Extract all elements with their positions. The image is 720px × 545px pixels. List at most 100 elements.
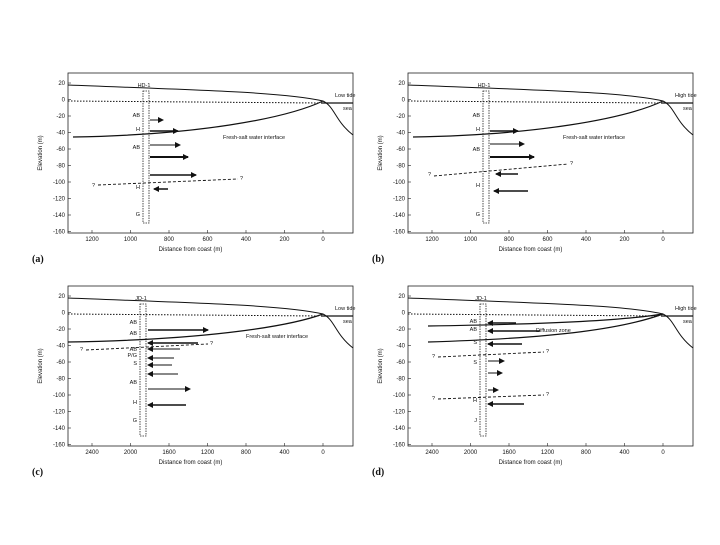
x-tick-label: 1200 bbox=[541, 450, 555, 456]
x-axis-label: Distance from coast (m) bbox=[499, 247, 563, 253]
x-tick-label: 200 bbox=[279, 237, 290, 243]
y-tick-label: -140 bbox=[53, 213, 66, 219]
question-mark: ? bbox=[432, 396, 435, 402]
sea-label: sea bbox=[683, 319, 693, 325]
y-tick-label: -40 bbox=[396, 344, 405, 350]
layer-label: G bbox=[136, 212, 140, 218]
y-tick-label: 0 bbox=[402, 311, 406, 317]
y-tick-label: -120 bbox=[393, 410, 406, 416]
water-table bbox=[407, 313, 660, 317]
y-tick-label: -40 bbox=[396, 131, 405, 137]
x-tick-label: 1200 bbox=[425, 237, 439, 243]
ground-surface bbox=[67, 84, 354, 136]
tide-label: Low tide bbox=[335, 306, 356, 312]
ground-surface bbox=[407, 84, 694, 136]
diffusion-zone-label: Diffusion zone bbox=[536, 328, 571, 334]
layer-label: AB bbox=[470, 327, 478, 333]
inferred-boundary bbox=[97, 178, 239, 186]
panel-d: 20 0 -20 -40 -60 -80 -100 -120 -140 -160 2400 2000 1… bbox=[378, 285, 697, 466]
y-tick-label: -60 bbox=[56, 147, 65, 153]
x-axis-label: Distance from coast (m) bbox=[159, 460, 223, 466]
layer-label: H bbox=[133, 400, 137, 406]
layer-label: AB bbox=[473, 147, 481, 153]
y-tick-label: -100 bbox=[393, 393, 406, 399]
question-mark: ? bbox=[240, 176, 243, 182]
y-tick-label: -100 bbox=[53, 180, 66, 186]
well-label: JD-1 bbox=[135, 296, 147, 302]
x-tick-label: 1000 bbox=[464, 237, 478, 243]
inferred-boundary bbox=[437, 394, 545, 400]
interface-curve bbox=[412, 100, 664, 138]
y-tick-label: -40 bbox=[56, 131, 65, 137]
layer-label: AB bbox=[473, 113, 481, 119]
diffusion-upper bbox=[427, 313, 664, 327]
y-tick-label: -160 bbox=[53, 230, 66, 236]
well-column bbox=[479, 303, 487, 437]
y-axis-label: Elevation (m) bbox=[378, 348, 384, 383]
x-tick-label: 2000 bbox=[464, 450, 478, 456]
x-tick-label: 0 bbox=[321, 450, 325, 456]
y-tick-label: -160 bbox=[393, 443, 406, 449]
x-tick-label: 1600 bbox=[502, 450, 516, 456]
x-axis-label: Distance from coast (m) bbox=[499, 460, 563, 466]
y-tick-label: 20 bbox=[398, 294, 405, 300]
x-tick-label: 2000 bbox=[124, 450, 138, 456]
y-tick-label: -140 bbox=[53, 426, 66, 432]
water-table bbox=[407, 100, 660, 104]
x-tick-label: 400 bbox=[581, 237, 592, 243]
layer-label: P/G bbox=[128, 353, 137, 359]
y-tick-label: 0 bbox=[62, 311, 66, 317]
layer-label: AB bbox=[133, 113, 141, 119]
x-tick-label: 1200 bbox=[201, 450, 215, 456]
y-tick-label: -20 bbox=[396, 327, 405, 333]
y-tick-label: -40 bbox=[56, 344, 65, 350]
y-tick-label: -80 bbox=[396, 377, 405, 383]
y-tick-label: -100 bbox=[53, 393, 66, 399]
water-table bbox=[67, 100, 320, 104]
y-tick-label: 20 bbox=[58, 81, 65, 87]
x-tick-label: 1600 bbox=[162, 450, 176, 456]
x-tick-label: 600 bbox=[202, 237, 213, 243]
plot-frame bbox=[67, 72, 354, 234]
ground-surface bbox=[407, 297, 694, 349]
x-tick-label: 1200 bbox=[85, 237, 99, 243]
layer-label: AB bbox=[130, 320, 138, 326]
inferred-boundary bbox=[437, 351, 545, 358]
well-column bbox=[142, 90, 150, 224]
question-mark: ? bbox=[80, 347, 83, 353]
panel-letter-d: (d) bbox=[372, 467, 384, 478]
panel-c: 20 0 -20 -40 -60 -80 -100 -120 -140 -160 2400 2000 1… bbox=[38, 285, 356, 466]
y-tick-label: -60 bbox=[396, 360, 405, 366]
ground-surface bbox=[67, 297, 354, 349]
y-tick-label: -20 bbox=[396, 114, 405, 120]
layer-label: AB bbox=[130, 347, 138, 353]
y-tick-label: -120 bbox=[53, 410, 66, 416]
y-tick-label: -20 bbox=[56, 327, 65, 333]
question-mark: ? bbox=[546, 349, 549, 355]
inferred-boundary bbox=[433, 163, 569, 177]
x-tick-label: 400 bbox=[619, 450, 630, 456]
y-tick-label: -140 bbox=[393, 426, 406, 432]
interface-curve bbox=[72, 100, 324, 138]
sea-label: sea bbox=[343, 106, 353, 112]
interface-label: Fresh-salt water interface bbox=[563, 135, 625, 141]
panel-letter-a: (a) bbox=[32, 254, 44, 265]
x-tick-label: 0 bbox=[661, 237, 665, 243]
layer-label: H bbox=[136, 127, 140, 133]
y-tick-label: 20 bbox=[398, 81, 405, 87]
plot-frame bbox=[407, 72, 694, 234]
y-tick-label: -120 bbox=[393, 197, 406, 203]
sea-label: sea bbox=[343, 319, 353, 325]
y-axis-label: Elevation (m) bbox=[38, 348, 44, 383]
x-tick-label: 800 bbox=[164, 237, 175, 243]
y-tick-label: -80 bbox=[56, 164, 65, 170]
x-tick-label: 800 bbox=[504, 237, 515, 243]
x-tick-label: 800 bbox=[581, 450, 592, 456]
x-tick-label: 400 bbox=[241, 237, 252, 243]
x-tick-label: 600 bbox=[542, 237, 553, 243]
x-tick-label: 0 bbox=[321, 237, 325, 243]
panel-letter-b: (b) bbox=[372, 254, 384, 265]
layer-label: S bbox=[473, 340, 477, 346]
y-tick-label: -20 bbox=[56, 114, 65, 120]
